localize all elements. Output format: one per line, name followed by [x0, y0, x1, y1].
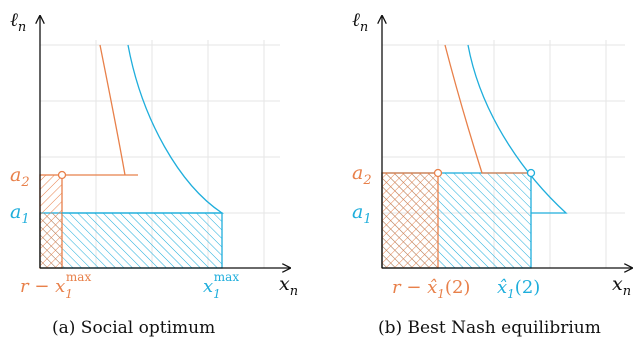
orange-point-a: [57, 170, 67, 180]
orange-crosshatch-a: [40, 213, 62, 268]
x-axis-label-a: xn: [279, 273, 298, 299]
orange-curve-a: [62, 44, 138, 176]
blue-point-b: [526, 168, 536, 178]
x-axis-label-b: xn: [612, 273, 631, 299]
a1-label-a: a1: [10, 201, 30, 227]
blue-curve-b: [467, 44, 568, 214]
a2-label-a: a2: [10, 164, 30, 190]
x-orange-label-a: r − x1max: [20, 270, 91, 301]
y-axis-label-a: ℓn: [10, 9, 26, 35]
a2-label-b: a2: [352, 162, 372, 188]
y-axis-label-b: ℓn: [352, 9, 368, 35]
orange-curve-b: [444, 44, 531, 174]
blue-curve-a: [62, 44, 225, 214]
x-blue-label-b: x̂1(2): [497, 277, 540, 301]
caption-b: (b) Best Nash equilibrium: [378, 318, 601, 338]
orange-point-b: [433, 168, 443, 178]
blue-area-a: [39, 212, 223, 269]
panel-b: ℓn xn a2 a1 r − x̂1(2) x̂1(2) (b) Best N…: [352, 9, 632, 338]
orange-crosshatch-b: [382, 173, 438, 268]
x-orange-label-b: r − x̂1(2): [392, 277, 470, 301]
a1-label-b: a1: [352, 201, 372, 227]
panel-a: ℓn xn a2 a1 r − x1max x1max (a) Social o…: [10, 9, 298, 338]
caption-a: (a) Social optimum: [52, 318, 215, 338]
x-blue-label-a: x1max: [203, 270, 239, 301]
